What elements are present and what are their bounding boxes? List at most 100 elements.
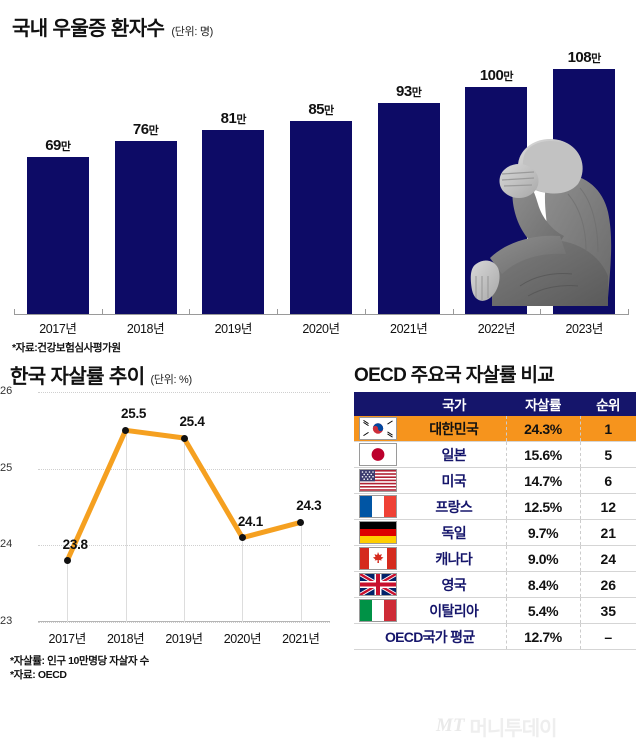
oecd-comparison-table: 국가 자살률 순위 대한민국 24.3% 1 일본 15.6% 5 미국 14.7% 6 프랑스 1…	[354, 392, 636, 650]
bar-value-label: 108만	[567, 48, 602, 66]
line-chart-data-point-2020년	[238, 534, 246, 542]
bar-column	[540, 46, 628, 314]
table-row[interactable]: 프랑스 12.5% 12	[354, 493, 636, 520]
bar-x-label-2019년: 2019년	[214, 322, 253, 336]
line-chart-value-label: 24.3	[296, 498, 322, 514]
line-chart-y-tick-25: 25	[0, 461, 13, 474]
line-chart-vertical-guide	[184, 438, 185, 622]
table-cell-rank: 26	[580, 571, 636, 598]
watermark-mt-mark: MT	[436, 715, 465, 736]
table-row[interactable]: 대한민국 24.3% 1	[354, 416, 636, 442]
table-cell-rank: 6	[580, 467, 636, 494]
table-row[interactable]: 독일 9.7% 21	[354, 519, 636, 546]
bar-2023년	[553, 68, 616, 314]
oecd-table-body: 대한민국 24.3% 1 일본 15.6% 5 미국 14.7% 6 프랑스 12.5% 12 독일 9.…	[354, 416, 636, 650]
line-chart-gridline-23	[38, 622, 330, 623]
line-chart-y-tick-24: 24	[0, 538, 13, 551]
table-header-rank: 순위	[580, 392, 636, 416]
bar-x-label-2020년: 2020년	[302, 322, 340, 336]
bar-chart-plot-area	[14, 46, 628, 314]
bar-column	[14, 46, 102, 314]
bar-chart-title-row: 국내 우울증 환자수 (단위: 명)	[12, 12, 213, 41]
line-chart-data-point-2019년	[180, 434, 188, 442]
bar-x-label-2022년: 2022년	[477, 322, 516, 336]
bar-chart-unit-label: (단위: 명)	[171, 26, 214, 38]
line-chart-vertical-guide	[300, 522, 302, 622]
table-cell-country: 대한민국	[402, 416, 506, 442]
flag-usa-icon	[354, 467, 402, 494]
line-chart-value-label: 25.5	[121, 406, 147, 422]
bar-column	[102, 46, 190, 314]
line-chart-series-path	[64, 427, 304, 564]
line-chart-note-source: *자료: OECD	[10, 669, 67, 681]
bar-column	[453, 46, 541, 314]
line-chart-x-label-2018년: 2018년	[106, 632, 145, 646]
flag-germany-icon	[354, 519, 402, 546]
suicide-rate-trend-line-chart-section: 한국 자살률 추이 (단위: %) 23.8 25.5 25.4 24.1 24.3 *…	[0, 358, 340, 698]
line-chart-x-label-2020년: 2020년	[223, 632, 262, 646]
watermark-brand-name: 머니투데이	[469, 717, 558, 740]
table-cell-country: 영국	[402, 571, 506, 598]
table-row[interactable]: 일본 15.6% 5	[354, 441, 636, 468]
bar-value-label: 76만	[132, 121, 159, 139]
line-chart-data-point-2018년	[122, 426, 130, 434]
line-chart-data-point-2017년	[63, 557, 71, 565]
table-cell-country: 캐나다	[402, 545, 506, 572]
bar-axis-tick	[14, 309, 15, 315]
bar-x-label-2018년: 2018년	[126, 322, 165, 336]
line-chart-y-tick-26: 26	[0, 385, 13, 397]
bar-2019년	[202, 130, 265, 314]
line-chart-note-definition: *자살률: 인구 10만명당 자살자 수	[10, 655, 149, 667]
bar-axis-tick	[452, 309, 454, 315]
bar-2022년	[465, 86, 528, 314]
table-cell-rate: 12.7%	[505, 623, 581, 650]
flag-japan-icon	[354, 441, 402, 468]
line-chart-plot-area: 23.8 25.5 25.4 24.1 24.3	[8, 392, 336, 623]
bar-axis-tick	[364, 309, 366, 315]
bar-value-label: 100만	[479, 66, 514, 84]
table-cell-rank: 35	[580, 597, 636, 624]
flag-france-icon	[354, 493, 402, 520]
table-cell-rate: 9.0%	[505, 545, 581, 572]
bar-2017년	[26, 157, 89, 314]
bar-chart-source-note: *자료:건강보험심사평가원	[12, 342, 121, 354]
table-row[interactable]: 미국 14.7% 6	[354, 467, 636, 494]
bar-value-label: 81만	[220, 110, 247, 128]
table-cell-rank: 24	[580, 545, 636, 572]
line-chart-vertical-guide	[67, 560, 69, 622]
bar-axis-tick	[277, 309, 279, 315]
bar-column	[277, 46, 365, 314]
table-cell-rate: 9.7%	[505, 519, 581, 546]
table-cell-rate: 5.4%	[505, 597, 581, 624]
line-chart-x-label-2019년: 2019년	[165, 632, 203, 646]
table-header-country: 국가	[402, 392, 506, 416]
line-chart-data-point-2021년	[297, 518, 305, 526]
line-chart-x-label-2017년: 2017년	[48, 632, 87, 646]
table-row[interactable]: OECD국가 평균 12.7% –	[354, 623, 636, 650]
table-cell-rank: 5	[580, 441, 636, 468]
table-row[interactable]: 이탈리아 5.4% 35	[354, 597, 636, 624]
line-chart-series-svg	[64, 427, 304, 564]
depression-patients-bar-chart-section: 국내 우울증 환자수 (단위: 명)	[0, 0, 640, 354]
table-cell-rank: 1	[580, 416, 636, 442]
bar-axis-tick	[540, 309, 542, 315]
bar-x-label-2017년: 2017년	[39, 322, 77, 336]
oecd-suicide-rate-table-section: OECD 주요국 자살률 비교 국가 자살률 순위 대한민국 24.3% 1 일본 15…	[348, 358, 640, 678]
table-cell-country: OECD국가 평균	[354, 623, 506, 650]
table-cell-rate: 12.5%	[505, 493, 581, 520]
money-today-watermark: MT 머니투데이	[436, 710, 632, 742]
table-cell-rank: –	[580, 623, 636, 650]
bar-axis-tick	[101, 309, 103, 315]
table-cell-rate: 14.7%	[505, 467, 581, 494]
line-chart-x-label-2021년: 2021년	[282, 632, 320, 646]
line-chart-title-row: 한국 자살률 추이 (단위: %)	[10, 360, 192, 389]
table-cell-country: 독일	[402, 519, 506, 546]
table-cell-country: 일본	[402, 441, 506, 468]
table-row[interactable]: 캐나다 9.0% 24	[354, 545, 636, 572]
flag-italy-icon	[354, 597, 402, 624]
bar-chart-x-axis	[14, 314, 628, 315]
table-header-row: 국가 자살률 순위	[354, 392, 636, 416]
table-row[interactable]: 영국 8.4% 26	[354, 571, 636, 598]
bar-value-label: 93만	[396, 82, 422, 100]
table-cell-rank: 12	[580, 493, 636, 520]
